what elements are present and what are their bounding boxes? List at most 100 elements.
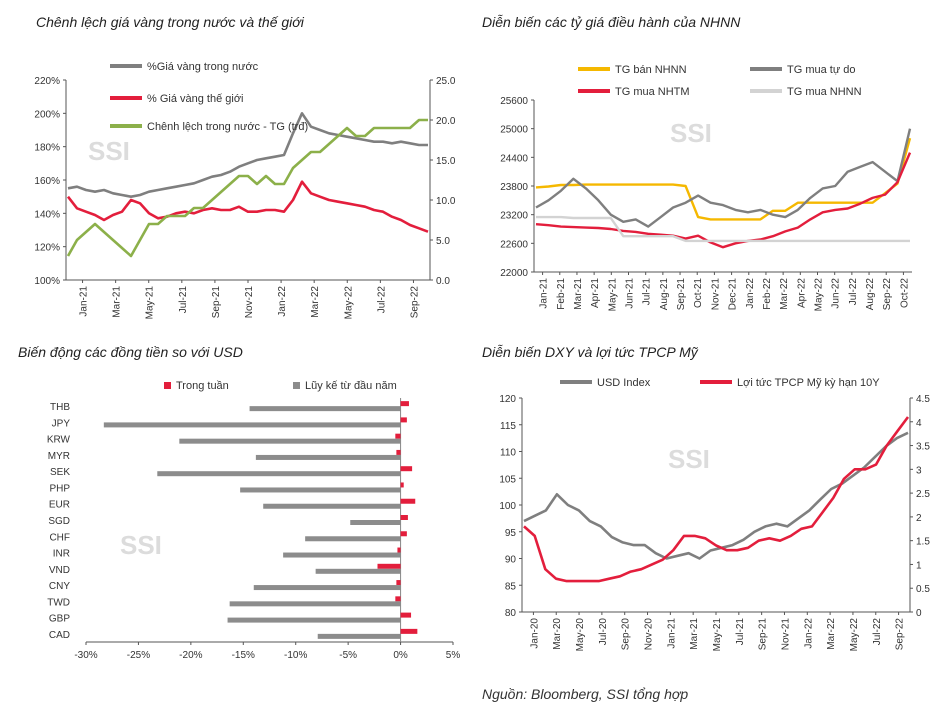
- legend-label: Chênh lệch trong nước - TG (trđ): [147, 121, 308, 133]
- bar-ytd: [103, 422, 401, 428]
- category-label: JPY: [52, 418, 71, 429]
- x-tick-label: Mar-20: [552, 618, 563, 650]
- chart-gold-spread: SSI 100% 120% 140% 160% 180% 200% 220% 0.0 5.0 10.…: [34, 61, 456, 320]
- x-tick-label: Sep-22: [409, 286, 420, 319]
- bar-ytd: [305, 536, 401, 542]
- x-tick-label: Jul-20: [598, 618, 609, 646]
- y-tick-label-right: 25.0: [436, 76, 456, 87]
- y-tick-label-right: 2.5: [916, 489, 930, 500]
- series-line-1: [523, 416, 910, 583]
- bar-ytd: [253, 585, 401, 591]
- series-line-2: [535, 152, 912, 249]
- chart-title-fx: Diễn biến các tỷ giá điều hành của NHNN: [482, 14, 741, 30]
- chart-fx-rates: SSI 22000 22600 23200 23800 24400 25000 25600 Ja…: [500, 64, 912, 311]
- chart-dxy-yield: SSI 80 85 90 95 100 105 110 115 120 0 0.5 1 1.5 2 2.5 3 3…: [499, 377, 930, 652]
- x-tick-label: May-22: [849, 618, 860, 652]
- bar-ytd: [350, 520, 401, 525]
- series-line-0: [523, 431, 909, 560]
- bar-ytd: [315, 568, 401, 574]
- x-tick-label: Sep-21: [211, 286, 222, 319]
- chart-title-currencies: Biến động các đồng tiền so với USD: [18, 344, 243, 360]
- x-tick-label: Jul-22: [376, 286, 387, 314]
- x-tick-label: Sep-20: [621, 618, 632, 651]
- y-tick-label-right: 4.5: [916, 394, 930, 405]
- x-tick-label: Jan-22: [803, 618, 814, 649]
- x-tick-label: Nov-20: [644, 618, 655, 651]
- x-tick-label: May-21: [712, 618, 723, 652]
- y-tick-label-left: 90: [505, 555, 517, 566]
- bar-ytd: [240, 487, 401, 493]
- y-tick-label-left: 200%: [34, 109, 60, 120]
- x-tick-label: Nov-21: [710, 278, 721, 311]
- series-line-0: [535, 137, 912, 221]
- bar-weekly: [377, 563, 401, 569]
- x-tick-label: Sep-21: [758, 618, 769, 651]
- x-tick-label: Mar-22: [826, 618, 837, 650]
- legend-label: TG bán NHNN: [615, 64, 687, 76]
- x-tick-label: Jan-21: [79, 286, 90, 317]
- category-label: MYR: [48, 451, 70, 462]
- x-tick-label: -10%: [284, 650, 307, 661]
- x-tick-label: Oct-22: [899, 278, 910, 308]
- y-tick-label-left: 120: [499, 394, 516, 405]
- y-tick-label-left: 80: [505, 608, 517, 619]
- y-tick-label-right: 0.0: [436, 276, 450, 287]
- x-tick-label: Jan-21: [539, 278, 550, 309]
- y-tick-label-right: 5.0: [436, 236, 450, 247]
- x-tick-label: May-20: [575, 618, 586, 652]
- bar-weekly: [400, 628, 418, 634]
- category-label: SEK: [50, 467, 70, 478]
- x-tick-label: -5%: [339, 650, 357, 661]
- y-tick-label-left: 105: [499, 474, 516, 485]
- bar-ytd: [229, 601, 401, 607]
- x-tick-label: Jan-20: [529, 618, 540, 649]
- x-tick-label: Feb-21: [556, 278, 567, 310]
- y-tick-label-right: 15.0: [436, 156, 456, 167]
- category-label: GBP: [49, 614, 70, 625]
- bar-weekly: [396, 580, 401, 586]
- category-label: VND: [49, 565, 70, 576]
- bar-weekly: [400, 466, 413, 472]
- y-tick-label-left: 110: [500, 448, 516, 459]
- category-label: CAD: [49, 630, 70, 641]
- x-tick-label: May-22: [343, 286, 354, 320]
- watermark: SSI: [670, 118, 712, 148]
- y-tick-label-left: 23800: [500, 182, 528, 193]
- watermark: SSI: [668, 444, 710, 474]
- x-tick-label: Nov-21: [244, 286, 255, 319]
- x-tick-label: Mar-22: [779, 278, 790, 310]
- x-tick-label: Jul-21: [178, 286, 189, 314]
- legend-label: Trong tuần: [176, 380, 229, 392]
- y-tick-label-left: 180%: [34, 143, 60, 154]
- y-tick-label-right: 0.5: [916, 584, 930, 595]
- watermark: SSI: [120, 530, 162, 560]
- x-tick-label: Jan-22: [745, 278, 756, 309]
- category-label: PHP: [49, 483, 70, 494]
- legend-label: TG mua NHNN: [787, 86, 862, 98]
- category-label: INR: [53, 549, 70, 560]
- category-label: SGD: [48, 516, 70, 527]
- x-tick-label: -30%: [74, 650, 97, 661]
- x-tick-label: 0%: [393, 650, 408, 661]
- y-tick-label-left: 25600: [500, 96, 528, 107]
- bar-weekly: [400, 482, 404, 488]
- x-tick-label: Jul-22: [848, 278, 859, 306]
- bar-ytd: [179, 438, 401, 444]
- source-note: Nguồn: Bloomberg, SSI tổng hợp: [482, 686, 689, 702]
- series-line-1: [66, 180, 429, 233]
- x-tick-label: Apr-22: [796, 278, 807, 308]
- bar-weekly: [400, 531, 407, 537]
- x-tick-label: -25%: [127, 650, 150, 661]
- y-tick-label-left: 115: [500, 421, 516, 432]
- y-tick-label-right: 1.5: [916, 537, 930, 548]
- y-tick-label-right: 20.0: [436, 116, 456, 127]
- y-tick-label-left: 100: [499, 501, 516, 512]
- y-tick-label-left: 220%: [34, 76, 60, 87]
- y-tick-label-left: 23200: [500, 211, 528, 222]
- bar-ytd: [227, 617, 401, 623]
- category-label: CNY: [49, 581, 70, 592]
- bar-weekly: [400, 515, 408, 520]
- x-tick-label: -20%: [179, 650, 202, 661]
- legend-swatch: [164, 382, 171, 389]
- y-tick-label-right: 2: [916, 513, 922, 524]
